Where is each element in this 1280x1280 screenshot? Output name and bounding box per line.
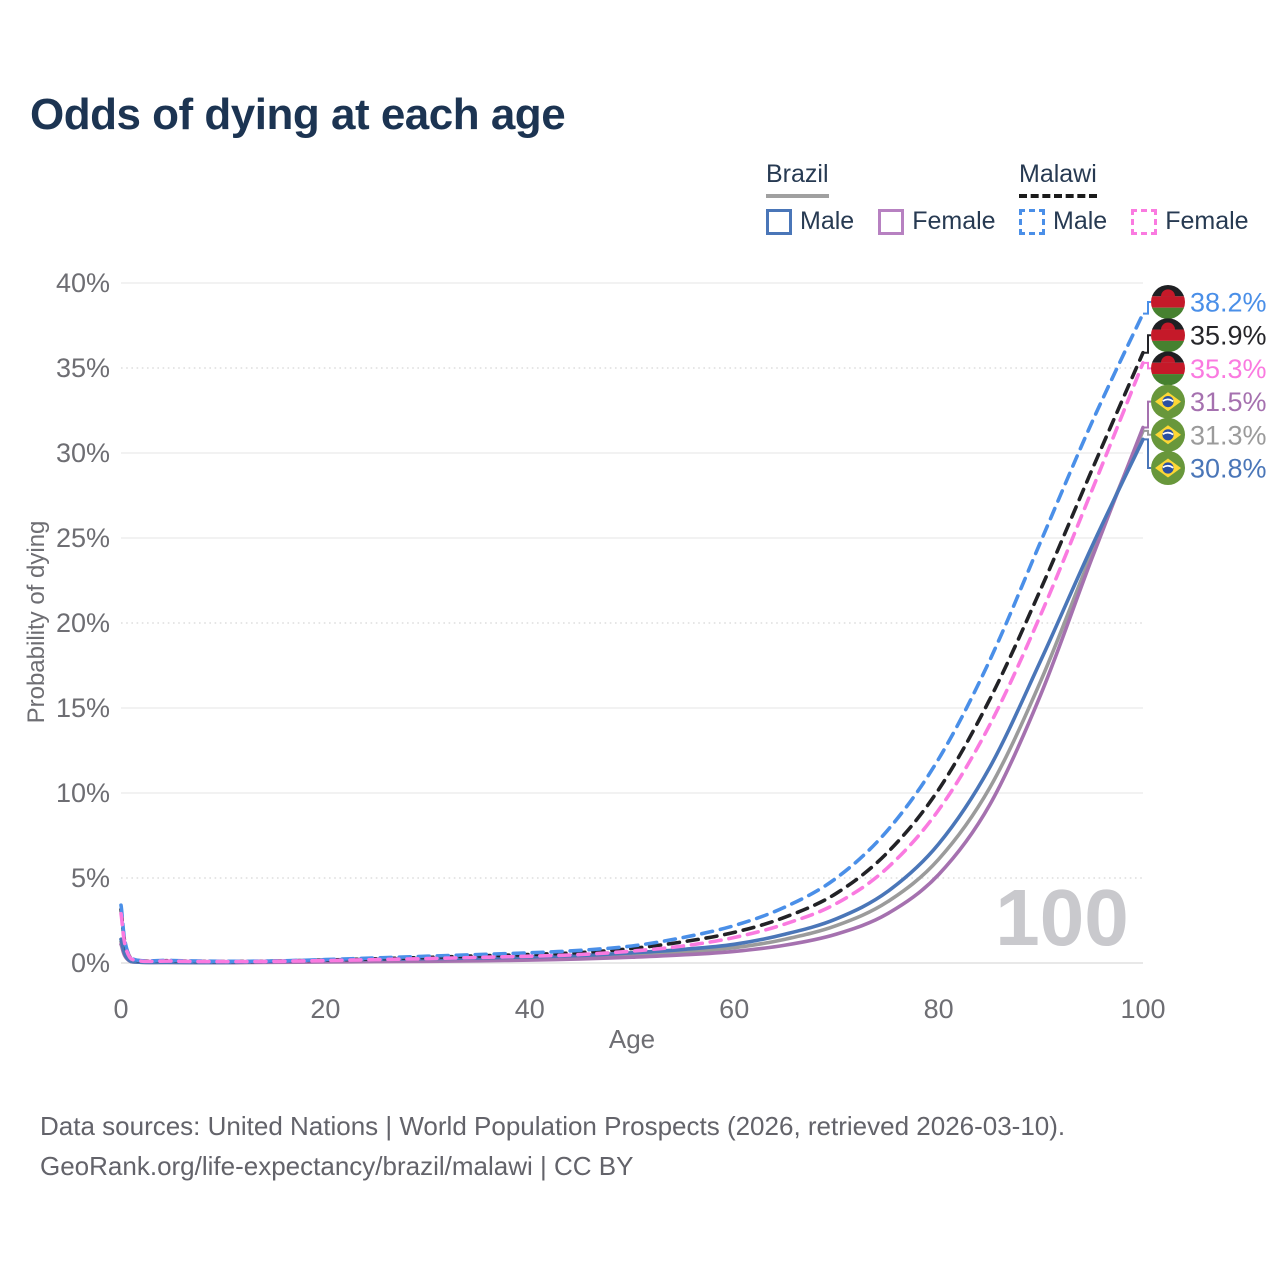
brazil-male-swatch	[766, 208, 792, 235]
legend-brazil-label[interactable]: Brazil	[766, 160, 829, 198]
malawi-female-swatch	[1131, 208, 1158, 235]
y-tick-label: 10%	[56, 778, 110, 808]
series-lines	[119, 311, 1145, 965]
legend-malawi-label[interactable]: Malawi	[1019, 160, 1097, 198]
legend-group-brazil: Brazil Male Female	[766, 160, 996, 236]
series-line-malawi-combined[interactable]	[119, 350, 1145, 964]
brazil-male-label: Male	[800, 207, 855, 235]
end-label-connector	[1143, 301, 1151, 315]
legend: Brazil Male Female Malawi Male	[0, 160, 1280, 250]
y-tick-label: 30%	[56, 438, 110, 468]
brazil-flag-icon	[1151, 451, 1185, 485]
end-label-connector	[1143, 361, 1151, 370]
footer-source-line: Data sources: United Nations | World Pop…	[40, 1111, 1066, 1141]
malawi-female-label: Female	[1165, 207, 1249, 235]
end-value-label-malawi-female: 35.3%	[1190, 354, 1267, 384]
malawi-male-swatch	[1019, 208, 1045, 235]
brazil-female-swatch	[878, 208, 905, 235]
chart-title: Odds of dying at each age	[30, 90, 566, 139]
legend-item-brazil-male[interactable]: Male	[766, 207, 854, 236]
end-label-connector	[1143, 438, 1151, 469]
y-axis-tick-labels: 0% 5% 10% 15% 20% 25% 30% 35% 40%	[56, 268, 110, 978]
age-hover-watermark: 100	[995, 873, 1128, 962]
x-tick-label: 40	[515, 994, 545, 1024]
chart-footer: Data sources: United Nations | World Pop…	[40, 1106, 1065, 1186]
legend-item-brazil-female[interactable]: Female	[878, 207, 996, 236]
end-value-label-malawi-male: 38.2%	[1190, 288, 1267, 318]
end-value-label-brazil-female: 31.5%	[1190, 387, 1267, 417]
y-tick-label: 35%	[56, 353, 110, 383]
end-value-label-brazil-male: 30.8%	[1190, 454, 1267, 484]
series-line-brazil-female[interactable]	[119, 425, 1145, 965]
end-label-connector	[1143, 429, 1151, 436]
malawi-flag-icon	[1151, 318, 1185, 353]
x-tick-label: 100	[1120, 994, 1165, 1024]
x-tick-label: 0	[113, 994, 128, 1024]
y-tick-label: 15%	[56, 693, 110, 723]
legend-brazil-items: Male Female	[766, 207, 996, 236]
legend-item-malawi-male[interactable]: Male	[1019, 207, 1107, 236]
y-tick-label: 20%	[56, 608, 110, 638]
brazil-flag-icon	[1151, 417, 1185, 452]
y-tick-label: 40%	[56, 268, 110, 298]
y-tick-label: 5%	[71, 863, 110, 893]
end-value-label-malawi-combined: 35.9%	[1190, 321, 1267, 351]
malawi-flag-icon	[1151, 351, 1185, 386]
brazil-flag-icon	[1151, 384, 1185, 419]
x-tick-label: 60	[719, 994, 749, 1024]
legend-item-malawi-female[interactable]: Female	[1131, 207, 1249, 236]
footer-attribution-line: GeoRank.org/life-expectancy/brazil/malaw…	[40, 1151, 634, 1181]
x-tick-label: 80	[924, 994, 954, 1024]
x-axis-tick-labels: 0 20 40 60 80 100	[113, 994, 1165, 1024]
x-tick-label: 20	[310, 994, 340, 1024]
series-end-labels: 38.2%35.9%35.3%31.5%31.3% 30.8%	[1143, 285, 1267, 485]
brazil-female-label: Female	[912, 207, 996, 235]
gridlines	[121, 282, 1143, 964]
legend-malawi-items: Male Female	[1019, 207, 1249, 236]
series-line-malawi-female[interactable]	[119, 361, 1145, 964]
end-value-label-brazil-combined: 31.3%	[1190, 420, 1267, 450]
end-label-connector	[1143, 334, 1151, 354]
x-axis-title: Age	[609, 1024, 655, 1054]
y-tick-label: 0%	[71, 948, 110, 978]
end-label-connector	[1143, 400, 1151, 429]
malawi-flag-icon	[1151, 285, 1185, 319]
legend-group-malawi: Malawi Male Female	[1019, 160, 1249, 236]
y-tick-label: 25%	[56, 523, 110, 553]
malawi-male-label: Male	[1053, 207, 1108, 235]
series-line-malawi-male[interactable]	[119, 311, 1145, 964]
y-axis-title: Probability of dying	[23, 521, 50, 724]
